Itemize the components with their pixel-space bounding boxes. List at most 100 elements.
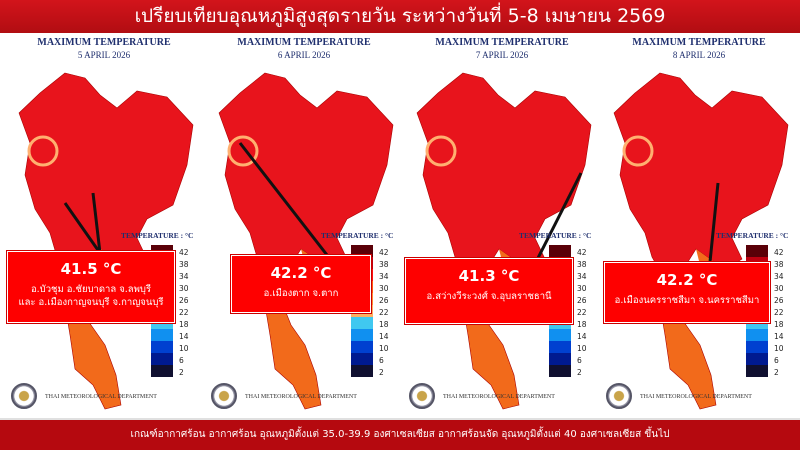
legend-label: 38: [577, 260, 587, 269]
max-temp-callout: 42.2 °C อ.เมืองนครราชสีมา จ.นครราชสีมา: [604, 262, 770, 323]
legend-label: 18: [577, 320, 587, 329]
legend-swatch: [549, 245, 571, 257]
legend-swatch: [549, 365, 571, 377]
hot-zone: [227, 135, 259, 167]
thailand-map: [218, 72, 394, 410]
legend-label: 26: [179, 296, 189, 305]
legend-label: 2: [179, 368, 184, 377]
legend-label: 30: [379, 284, 389, 293]
legend-label: 22: [774, 308, 784, 317]
legend-labels: 42 38 34 30 26 22 18 14 10 6 2: [179, 247, 189, 379]
location-line-1: อ.บัวชุม อ.ชัยบาดาล จ.ลพบุรี: [30, 284, 152, 295]
temperature-map-panel: MAXIMUM TEMPERATURE 7 APRIL 2026 TEMPERA…: [403, 33, 601, 418]
legend-label: 22: [379, 308, 389, 317]
legend-title: TEMPERATURE : °C: [716, 231, 789, 240]
tmd-seal-logo: [11, 383, 37, 409]
legend-label: 22: [577, 308, 587, 317]
legend-swatch: [351, 245, 373, 257]
legend-label: 26: [577, 296, 587, 305]
legend-swatch: [746, 353, 768, 365]
legend-label: 34: [379, 272, 389, 281]
map-north-northeast: [613, 72, 789, 272]
legend-title: TEMPERATURE : °C: [519, 231, 592, 240]
pointer-line: [536, 172, 583, 259]
hot-zone: [425, 135, 457, 167]
legend-swatch: [151, 365, 173, 377]
temperature-map-panel: MAXIMUM TEMPERATURE 5 APRIL 2026 TEMPERA…: [5, 33, 203, 418]
legend-label: 10: [379, 344, 389, 353]
legend-label: 18: [774, 320, 784, 329]
legend-label: 30: [774, 284, 784, 293]
tmd-seal-logo: [211, 383, 237, 409]
hot-zone: [622, 135, 654, 167]
location-line-1: อ.สว่างวีระวงศ์ จ.อุบลราชธานี: [426, 291, 552, 302]
thailand-map: [613, 72, 789, 410]
map-north-northeast: [18, 72, 194, 272]
legend-label: 26: [774, 296, 784, 305]
legend-label: 42: [379, 248, 389, 257]
legend-label: 2: [379, 368, 384, 377]
legend-label: 38: [774, 260, 784, 269]
legend-label: 6: [774, 356, 779, 365]
legend-labels: 42 38 34 30 26 22 18 14 10 6 2: [577, 247, 587, 379]
legend-label: 14: [379, 332, 389, 341]
pointer-line: [91, 192, 102, 254]
legend-title: TEMPERATURE : °C: [121, 231, 194, 240]
legend-label: 10: [577, 344, 587, 353]
panel-date: 8 APRIL 2026: [672, 50, 726, 60]
thailand-map: [416, 72, 592, 410]
legend-label: 14: [774, 332, 784, 341]
max-temp-callout: 42.2 °C อ.เมืองตาก จ.ตาก: [231, 255, 371, 313]
legend-label: 42: [179, 248, 189, 257]
pointer-line: [238, 142, 329, 256]
legend-swatch: [151, 329, 173, 341]
max-temp-value: 41.3 °C: [458, 267, 520, 285]
legend-label: 6: [379, 356, 384, 365]
legend-swatch: [746, 341, 768, 353]
legend-swatch: [351, 317, 373, 329]
footer-criteria: เกณฑ์อากาศร้อน อากาศร้อน อุณหภูมิตั้งแต่…: [0, 418, 800, 450]
department-name: THAI METEOROLOGICAL DEPARTMENT: [245, 394, 357, 400]
department-name: THAI METEOROLOGICAL DEPARTMENT: [45, 394, 157, 400]
legend-label: 30: [577, 284, 587, 293]
legend-label: 26: [379, 296, 389, 305]
map-north-northeast: [218, 72, 394, 272]
legend-label: 2: [774, 368, 779, 377]
location-line-2: และ อ.เมืองกาญจนบุรี จ.กาญจนบุรี: [18, 297, 164, 308]
panel-date: 5 APRIL 2026: [77, 50, 131, 60]
legend-swatch: [746, 245, 768, 257]
legend-label: 14: [577, 332, 587, 341]
legend-label: 2: [577, 368, 582, 377]
max-temp-value: 42.2 °C: [656, 271, 718, 289]
legend-label: 6: [179, 356, 184, 365]
legend-label: 6: [577, 356, 582, 365]
thailand-map: [18, 72, 194, 410]
legend-swatch: [351, 329, 373, 341]
pointer-line: [63, 202, 102, 254]
legend-label: 38: [379, 260, 389, 269]
legend-label: 42: [774, 248, 784, 257]
tmd-seal-logo: [606, 383, 632, 409]
max-temp-value: 41.5 °C: [60, 260, 122, 278]
temperature-map-panel: MAXIMUM TEMPERATURE 8 APRIL 2026 TEMPERA…: [600, 33, 798, 418]
legend-label: 18: [179, 320, 189, 329]
panel-title: MAXIMUM TEMPERATURE: [632, 37, 766, 48]
legend-label: 18: [379, 320, 389, 329]
legend-label: 42: [577, 248, 587, 257]
page-header: เปรียบเทียบอุณหภูมิสูงสุดรายวัน ระหว่างว…: [0, 0, 800, 33]
panel-date: 6 APRIL 2026: [277, 50, 331, 60]
legend-label: 34: [179, 272, 189, 281]
temperature-map-panel: MAXIMUM TEMPERATURE 6 APRIL 2026 TEMPERA…: [205, 33, 403, 418]
legend-labels: 42 38 34 30 26 22 18 14 10 6 2: [774, 247, 784, 379]
max-temp-callout: 41.3 °C อ.สว่างวีระวงศ์ จ.อุบลราชธานี: [405, 258, 573, 324]
pointer-line: [708, 182, 720, 263]
legend-swatch: [549, 329, 571, 341]
max-temp-value: 42.2 °C: [270, 264, 332, 282]
department-name: THAI METEOROLOGICAL DEPARTMENT: [443, 394, 555, 400]
map-north-northeast: [416, 72, 592, 272]
legend-swatch: [351, 365, 373, 377]
panel-date: 7 APRIL 2026: [475, 50, 529, 60]
department-name: THAI METEOROLOGICAL DEPARTMENT: [640, 394, 752, 400]
legend-swatch: [549, 341, 571, 353]
legend-label: 38: [179, 260, 189, 269]
